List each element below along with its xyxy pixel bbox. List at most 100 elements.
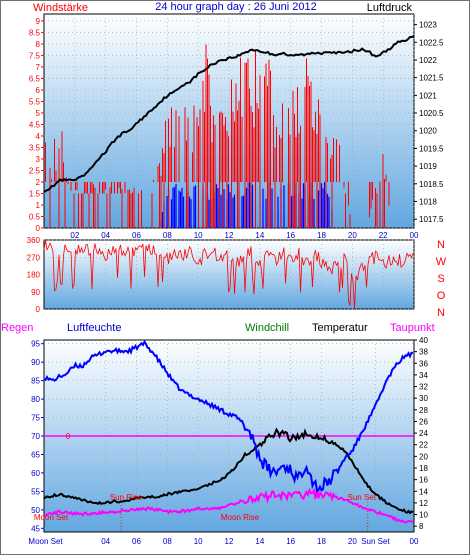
chart-title: 24 hour graph day : 26 Juni 2012 (155, 1, 316, 13)
time-tick-label: 02 (70, 231, 79, 240)
sun-moon-label: Moon Set (34, 513, 69, 522)
compass-letter: N (437, 239, 445, 251)
rain-zero-label: 0 (66, 432, 71, 441)
humidity-tick-label: 90 (31, 358, 40, 367)
time-tick-label: 00 (410, 231, 419, 240)
temperature-tick-label-x: 12 (225, 537, 234, 546)
pressure-tick-label: 1023 (419, 21, 437, 30)
wind-tick-label: 4 (36, 132, 41, 141)
time-tick-label: 10 (194, 231, 203, 240)
direction-tick-label: 270 (27, 253, 41, 262)
temperature-tick-label: 8 (419, 522, 424, 531)
wind-direction-y-ticks: 0 90 180 270 360 (27, 236, 41, 314)
wind-tick-label: 3.5 (29, 143, 41, 152)
pressure-axis-title: Luftdruck (367, 2, 413, 14)
humidity-y-ticks: 45 50 55 60 65 70 75 80 85 90 95 (31, 340, 44, 533)
wind-axis-title: Windstärke (33, 2, 88, 14)
wind-tick-label: 7.5 (29, 51, 41, 60)
direction-tick-label: 90 (31, 288, 40, 297)
wind-tick-label: 6.5 (29, 74, 41, 83)
pressure-tick-label: 1017.5 (419, 215, 444, 224)
dewpoint-label: Taupunkt (390, 322, 435, 334)
wind-tick-label: 7 (36, 63, 41, 72)
temperature-y-ticks: 8 10 12 14 16 18 20 22 24 26 28 30 32 34 36 38 40 (414, 336, 428, 531)
humidity-label: Luftfeuchte (67, 322, 121, 334)
time-tick-label: 08 (163, 231, 172, 240)
humidity-tick-label: 55 (31, 487, 40, 496)
humidity-tick-label: 80 (31, 395, 40, 404)
temperature-tick-label: 24 (419, 429, 428, 438)
humidity-tick-label: 95 (31, 340, 40, 349)
humidity-tick-label: 85 (31, 377, 40, 386)
temperature-tick-label-x: Moon Set (28, 537, 63, 546)
temperature-tick-label-x: 14 (255, 537, 264, 546)
windchill-label: Windchill (245, 322, 289, 334)
pressure-y-ticks: 1017.5 1018 1018.5 1019 1019.5 1020 1020.5 1021… (414, 21, 444, 224)
temperature-tick-label-x: 04 (101, 537, 110, 546)
temperature-tick-label-x: 10 (194, 537, 203, 546)
wind-tick-label: 2.5 (29, 166, 41, 175)
temperature-tick-label: 10 (419, 511, 428, 520)
pressure-tick-label: 1018 (419, 197, 437, 206)
pressure-tick-label: 1022 (419, 56, 437, 65)
wind-y-ticks: 0 0.5 1 1.5 2 2.5 3 3.5 4 4.5 5 5.5 6 6.5 7 7.5 8 8.5 9 (29, 17, 44, 233)
pressure-tick-label: 1020.5 (419, 109, 444, 118)
time-tick-label: 20 (348, 231, 357, 240)
wind-tick-label: 8.5 (29, 28, 41, 37)
temperature-tick-label-x: 20 (348, 537, 357, 546)
pressure-tick-label: 1019 (419, 162, 437, 171)
temperature-tick-label: 40 (419, 336, 428, 345)
temperature-label: Temperatur (312, 322, 368, 334)
temperature-tick-label: 34 (419, 371, 428, 380)
pressure-tick-label: 1021 (419, 91, 437, 100)
sun-moon-label: Sun Rise (110, 493, 143, 502)
humidity-tick-label: 70 (31, 432, 40, 441)
sun-moon-annotations: Sun Rise Sun Set Moon Set Moon Rise 0 (34, 432, 377, 522)
wind-tick-label: 3 (36, 155, 41, 164)
direction-tick-label: 0 (36, 305, 41, 314)
wind-tick-label: 6 (36, 86, 41, 95)
temperature-x-ticks: Moon Set 04 06 08 10 12 14 16 18 20 Sun Set 00 (28, 537, 419, 546)
compass-letter: W (436, 256, 447, 268)
temperature-tick-label-x: Sun Set (361, 537, 390, 546)
time-tick-label: 22 (379, 231, 388, 240)
temperature-tick-label: 28 (419, 406, 428, 415)
wind-direction-series (43, 239, 414, 310)
wind-tick-label: 1 (36, 201, 41, 210)
pressure-tick-label: 1018.5 (419, 180, 444, 189)
wind-tick-label: 5.5 (29, 97, 41, 106)
temperature-series (43, 427, 414, 515)
time-tick-label: 18 (317, 231, 326, 240)
temperature-tick-label: 18 (419, 464, 428, 473)
sun-moon-label: Sun Set (348, 493, 377, 502)
wind-pressure-grid (44, 14, 415, 229)
dewpoint-series (43, 487, 414, 524)
temperature-tick-label: 16 (419, 476, 428, 485)
time-tick-label: 04 (101, 231, 110, 240)
temperature-tick-label: 12 (419, 499, 428, 508)
pressure-tick-label: 1021.5 (419, 74, 444, 83)
humidity-tick-label: 45 (31, 524, 40, 533)
temperature-tick-label: 20 (419, 452, 428, 461)
temperature-tick-label-x: 08 (163, 537, 172, 546)
pressure-series (43, 34, 415, 193)
wind-tick-label: 0.5 (29, 212, 41, 221)
sun-moon-label: Moon Rise (221, 513, 260, 522)
compass-letter: N (437, 307, 445, 319)
temperature-tick-label: 32 (419, 383, 428, 392)
wind-gust-series (45, 44, 390, 228)
wind-tick-label: 5 (36, 109, 41, 118)
pressure-tick-label: 1020 (419, 127, 437, 136)
humidity-tick-label: 75 (31, 414, 40, 423)
compass-letter: O (437, 290, 446, 302)
humidity-tick-label: 50 (31, 506, 40, 515)
rain-label: Regen (1, 322, 33, 334)
humidity-tick-label: 65 (31, 450, 40, 459)
wind-tick-label: 4.5 (29, 120, 41, 129)
time-tick-label: 06 (132, 231, 141, 240)
pressure-tick-label: 1022.5 (419, 38, 444, 47)
direction-tick-label: 360 (27, 236, 41, 245)
temperature-tick-label-x: 06 (132, 537, 141, 546)
compass-letter: S (437, 273, 444, 285)
